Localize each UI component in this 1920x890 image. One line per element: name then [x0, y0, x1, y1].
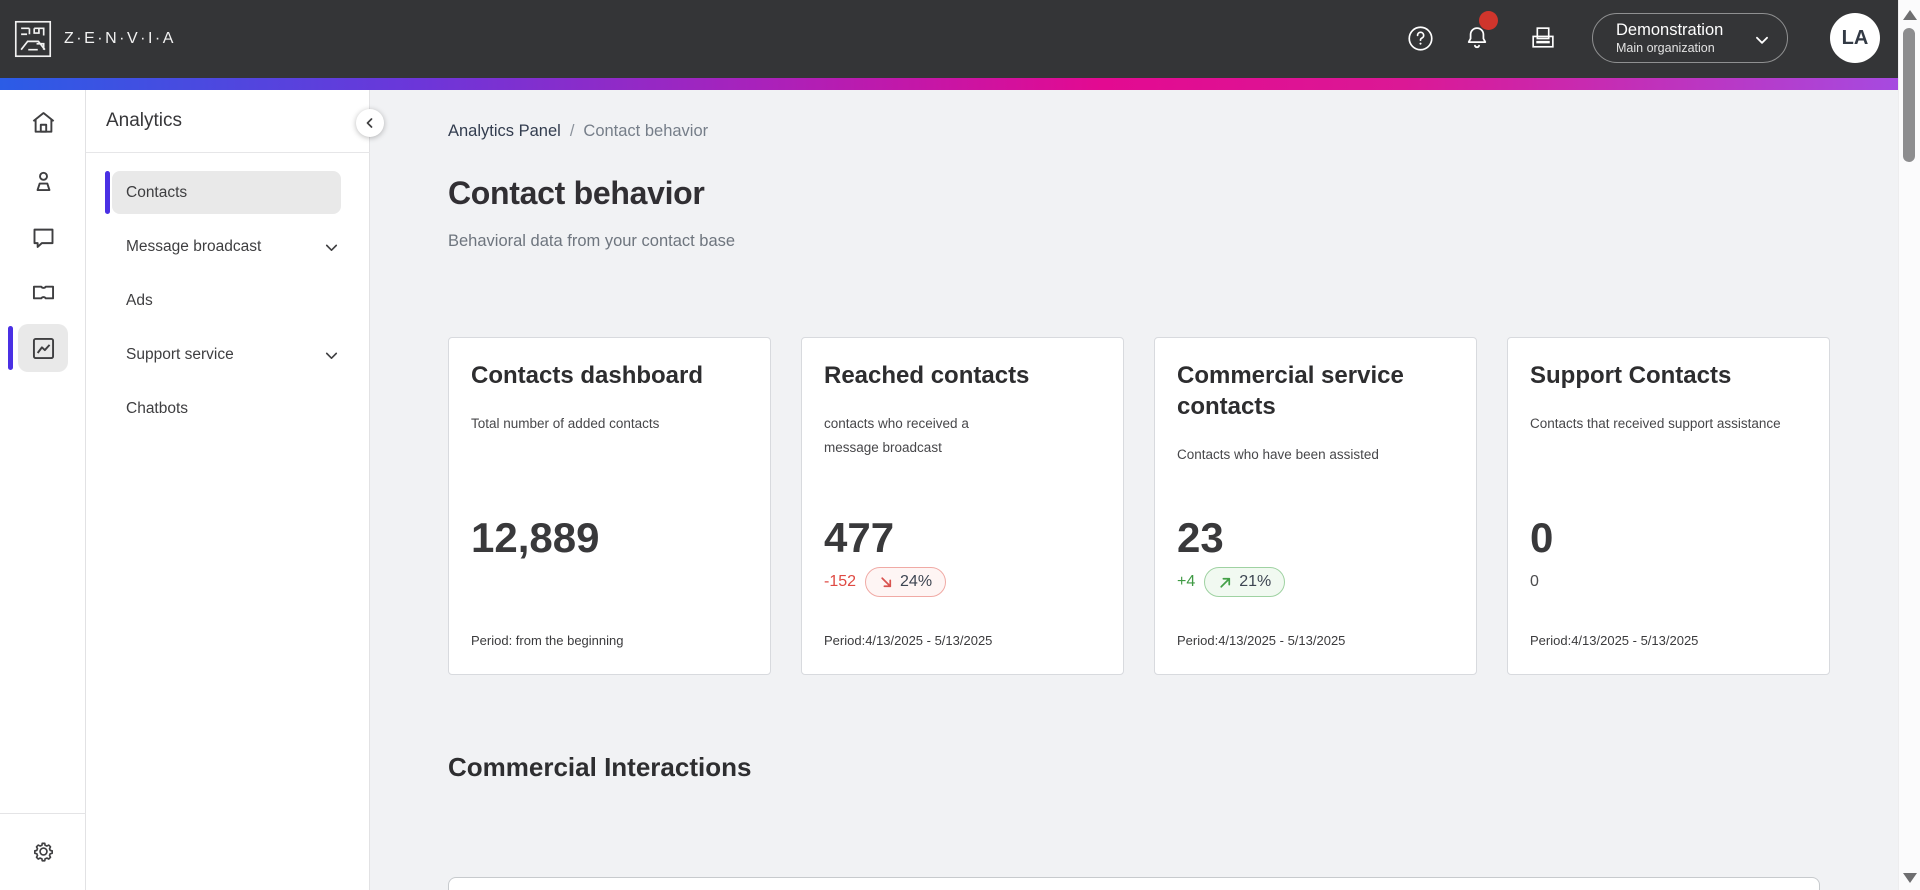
page-subtitle: Behavioral data from your contact base	[448, 232, 736, 250]
home-icon	[32, 111, 54, 133]
card-description: Contacts who have been assisted	[1177, 447, 1379, 463]
trend-up-icon	[1220, 577, 1231, 588]
sidebar-title: Analytics	[106, 110, 183, 131]
chevron-left-icon	[366, 118, 373, 128]
breadcrumb: Analytics Panel / Contact behavior	[448, 122, 708, 141]
organization-name: Demonstration	[1616, 20, 1724, 39]
scrollbar-up-arrow[interactable]	[1903, 10, 1917, 20]
sidebar-item-label: Chatbots	[126, 400, 189, 417]
rail-analytics-button[interactable]	[0, 324, 86, 372]
sidebar-item-ads[interactable]: Ads	[86, 274, 370, 328]
card-value: 23	[1177, 514, 1224, 561]
card-delta: +4	[1177, 573, 1196, 590]
breadcrumb-parent-link[interactable]: Analytics Panel	[448, 122, 561, 140]
trend-percent: 24%	[900, 573, 933, 590]
page-title: Contact behavior	[448, 175, 705, 211]
organization-sub: Main organization	[1616, 40, 1715, 55]
rail-divider	[0, 813, 86, 814]
rail-settings-button[interactable]	[0, 827, 86, 875]
zenvia-logo-icon	[14, 20, 52, 58]
card-delta-row: +4 21%	[1177, 566, 1286, 598]
analytics-chart-icon	[32, 337, 54, 359]
card-title: Commercial service contacts	[1177, 362, 1404, 421]
trend-badge: 21%	[1204, 567, 1286, 597]
card-period: Period: from the beginning	[471, 633, 624, 648]
card-value: 0	[1530, 514, 1554, 561]
card-delta-row: -152 24%	[824, 566, 947, 598]
chat-bubble-icon	[33, 228, 53, 248]
breadcrumb-current: Contact behavior	[583, 122, 709, 140]
active-highlight	[112, 171, 341, 214]
topbar: Z·E·N·V·I·A Demonstratio	[0, 0, 1898, 78]
rail-home-button[interactable]	[0, 98, 86, 146]
kpi-card: Contacts dashboard Total number of added…	[448, 337, 771, 675]
brand-gradient-bar	[0, 78, 1898, 90]
sidebar-item-support-service[interactable]: Support service	[86, 328, 370, 382]
contacts-person-icon	[36, 171, 50, 191]
active-indicator-bar	[105, 171, 110, 214]
scrollbar-down-arrow[interactable]	[1903, 873, 1917, 883]
kpi-card: Support Contacts Contacts that received …	[1507, 337, 1830, 675]
brand: Z·E·N·V·I·A	[14, 0, 176, 78]
page-scrollbar[interactable]	[1898, 0, 1920, 890]
card-value: 12,889	[471, 514, 600, 561]
sidebar-item-label: Support service	[126, 346, 234, 363]
commercial-interactions-card	[448, 877, 1820, 890]
rail-tickets-button[interactable]	[0, 268, 86, 316]
card-title: Reached contacts	[824, 362, 1030, 389]
kpi-card: Commercial service contacts Contacts who…	[1154, 337, 1477, 675]
kpi-card: Reached contacts contacts who received a…	[801, 337, 1124, 675]
section-title: Commercial Interactions	[448, 752, 752, 782]
rail-contacts-button[interactable]	[0, 157, 86, 205]
sidebar-item-chatbots[interactable]: Chatbots	[86, 382, 370, 436]
brand-name: Z·E·N·V·I·A	[64, 30, 176, 47]
avatar-initials: LA	[1841, 26, 1869, 49]
settings-gear-icon	[33, 842, 53, 862]
card-period: Period:4/13/2025 - 5/13/2025	[1530, 633, 1699, 648]
scrollbar-thumb[interactable]	[1903, 28, 1915, 162]
analytics-sidebar: Analytics Contacts Message broadcast Ads	[86, 90, 370, 890]
trend-badge: 24%	[865, 567, 947, 597]
card-period: Period:4/13/2025 - 5/13/2025	[1177, 633, 1346, 648]
card-description: Contacts that received support assistanc…	[1530, 416, 1781, 432]
sidebar-item-message-broadcast[interactable]: Message broadcast	[86, 220, 370, 274]
notifications-bell-icon[interactable]	[1462, 23, 1492, 53]
trend-down-icon	[881, 576, 892, 587]
card-delta: 0	[1530, 573, 1539, 590]
icon-rail	[0, 90, 86, 890]
card-description: Total number of added contacts	[471, 416, 660, 432]
help-icon[interactable]	[1405, 23, 1435, 53]
sidebar-item-label: Contacts	[126, 184, 188, 201]
breadcrumb-separator: /	[569, 122, 575, 140]
organization-selector[interactable]: Demonstration Main organization	[1592, 13, 1788, 63]
printer-icon[interactable]	[1527, 23, 1557, 53]
card-description: contacts who received a message broadcas…	[824, 416, 969, 456]
card-delta: -152	[824, 573, 857, 590]
sidebar-collapse-button[interactable]	[356, 109, 384, 137]
sidebar-item-label: Ads	[126, 292, 153, 309]
organization-text: Demonstration Main organization	[1593, 20, 1723, 56]
chevron-down-icon	[325, 244, 338, 251]
trend-percent: 21%	[1239, 573, 1272, 590]
chevron-down-icon	[325, 352, 338, 359]
card-title: Contacts dashboard	[471, 362, 704, 389]
sidebar-item-contacts[interactable]: Contacts	[86, 166, 370, 220]
chevron-down-icon	[1756, 36, 1768, 44]
kpi-cards-row: Contacts dashboard Total number of added…	[448, 337, 1830, 675]
ticket-icon	[32, 285, 54, 299]
card-title: Support Contacts	[1530, 362, 1732, 389]
main-content: Analytics Panel / Contact behavior Conta…	[371, 90, 1898, 890]
avatar[interactable]: LA	[1830, 13, 1880, 63]
sidebar-divider	[86, 152, 370, 153]
card-delta-row: 0	[1530, 566, 1539, 598]
rail-conversations-button[interactable]	[0, 213, 86, 261]
card-period: Period:4/13/2025 - 5/13/2025	[824, 633, 993, 648]
sidebar-items: Contacts Message broadcast Ads Support s…	[86, 166, 370, 436]
sidebar-item-label: Message broadcast	[126, 238, 262, 255]
notification-badge	[1479, 11, 1498, 30]
card-value: 477	[824, 514, 895, 561]
